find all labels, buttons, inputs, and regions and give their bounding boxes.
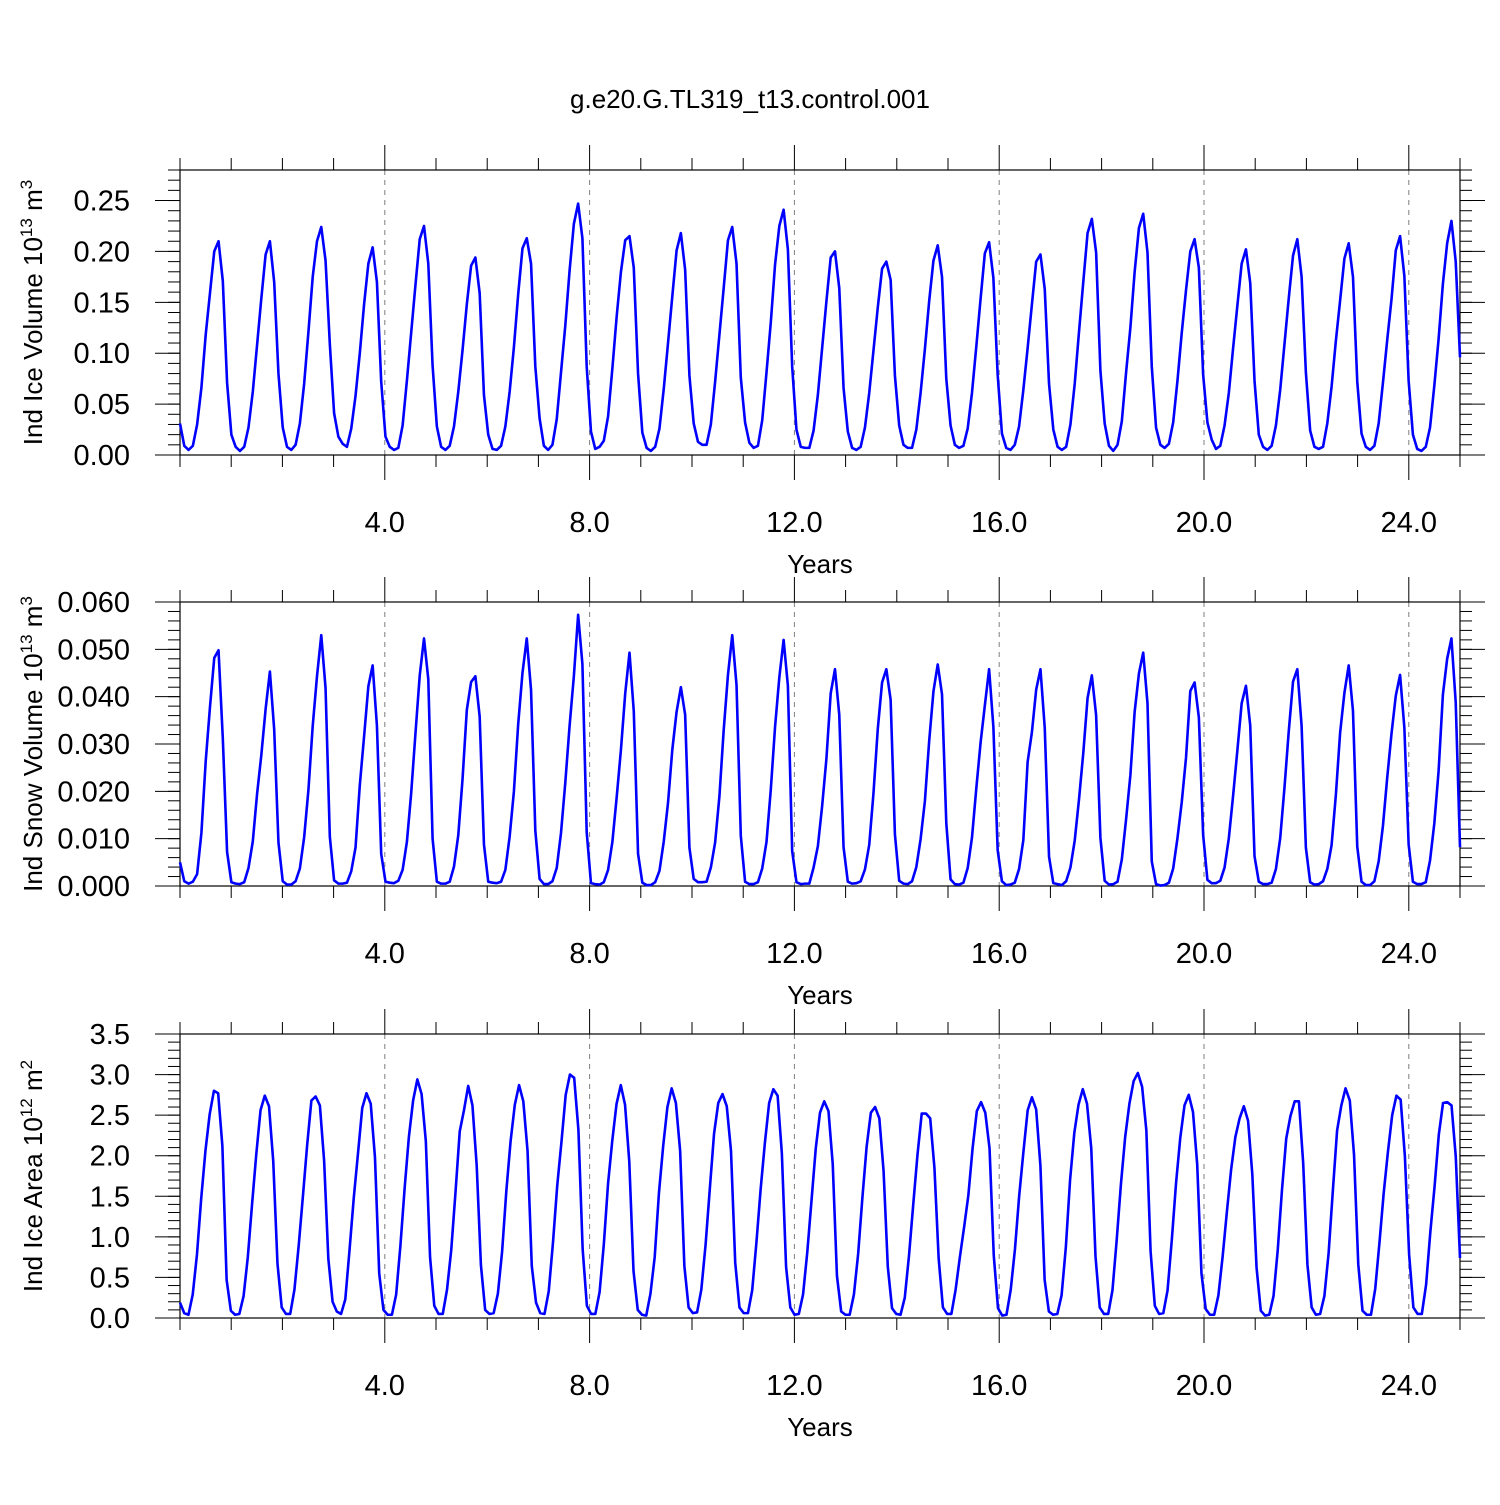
y-tick-label: 2.5 — [90, 1100, 130, 1132]
y-tick-label: 0.040 — [57, 682, 130, 714]
y-axis-label-unit-exponent: 3 — [17, 596, 36, 605]
x-tick-label: 16.0 — [971, 938, 1027, 970]
y-tick-label: 0.15 — [74, 287, 130, 319]
x-tick-label: 20.0 — [1176, 1370, 1232, 1402]
y-tick-label: 1.5 — [90, 1181, 130, 1213]
x-tick-label: 4.0 — [365, 938, 405, 970]
plot-frame — [179, 1033, 1461, 1319]
y-axis-label-text: Ind Ice Volume 10 — [18, 237, 48, 445]
y-axis-label-exponent: 13 — [17, 634, 36, 653]
y-axis-label-unit: m — [18, 606, 48, 635]
chart-panel-1: 4.0 8.0 12.0 16.0 20.0 24.0 0.00 0.05 0.10 0.15 0.… — [17, 145, 1485, 579]
y-tick-label: 0.00 — [74, 440, 130, 472]
x-axis-label: Years — [787, 980, 853, 1010]
y-axis-label: Ind Ice Area 1012 m2 — [17, 1060, 48, 1292]
y-axis-label-unit-exponent: 2 — [17, 1060, 36, 1069]
x-tick-label: 24.0 — [1381, 507, 1437, 539]
y-tick-label: 0.20 — [74, 236, 130, 268]
y-axis-label-exponent: 12 — [17, 1098, 36, 1117]
y-tick-label: 0.060 — [57, 587, 130, 619]
y-tick-label: 3.5 — [90, 1019, 130, 1051]
y-axis-label-exponent: 13 — [17, 218, 36, 237]
x-tick-label: 20.0 — [1176, 507, 1232, 539]
x-tick-label: 8.0 — [569, 507, 609, 539]
x-tick-label: 24.0 — [1381, 938, 1437, 970]
series-line — [178, 202, 1462, 453]
y-axis-label-unit: m — [18, 1069, 48, 1098]
y-tick-label: 0.0 — [90, 1303, 130, 1335]
y-axis-label-text: Ind Ice Area 10 — [18, 1117, 48, 1292]
chart-panel-3: 4.0 8.0 12.0 16.0 20.0 24.0 0.0 0.5 1.0 1.5 2.0 2.5… — [17, 1009, 1485, 1442]
x-tick-label: 20.0 — [1176, 938, 1232, 970]
y-tick-label: 0.030 — [57, 729, 130, 761]
series-line — [178, 613, 1462, 887]
y-tick-label: 0.05 — [74, 389, 130, 421]
y-tick-label: 0.25 — [74, 186, 130, 218]
y-tick-label: 0.020 — [57, 776, 130, 808]
x-axis-label: Years — [787, 549, 853, 579]
y-tick-label: 0.5 — [90, 1262, 130, 1294]
figure-title: g.e20.G.TL319_t13.control.001 — [570, 84, 930, 114]
x-tick-label: 8.0 — [569, 1370, 609, 1402]
y-axis-label: Ind Snow Volume 1013 m3 — [17, 596, 48, 892]
x-tick-label: 4.0 — [365, 507, 405, 539]
y-tick-label: 0.010 — [57, 824, 130, 856]
y-tick-label: 0.050 — [57, 634, 130, 666]
x-tick-label: 24.0 — [1381, 1370, 1437, 1402]
y-tick-label: 1.0 — [90, 1222, 130, 1254]
y-tick-label: 0.10 — [74, 338, 130, 370]
x-tick-label: 12.0 — [766, 938, 822, 970]
y-tick-label: 2.0 — [90, 1141, 130, 1173]
y-axis-label-text: Ind Snow Volume 10 — [18, 653, 48, 892]
x-tick-label: 8.0 — [569, 938, 609, 970]
x-tick-label: 4.0 — [365, 1370, 405, 1402]
x-axis-label: Years — [787, 1412, 853, 1442]
y-tick-label: 0.000 — [57, 871, 130, 903]
y-axis-label-unit-exponent: 3 — [17, 180, 36, 189]
y-tick-label: 3.0 — [90, 1060, 130, 1092]
x-tick-label: 12.0 — [766, 1370, 822, 1402]
y-axis-label: Ind Ice Volume 1013 m3 — [17, 180, 48, 445]
series-line — [178, 1071, 1462, 1317]
x-tick-label: 16.0 — [971, 507, 1027, 539]
chart-panel-2: 4.0 8.0 12.0 16.0 20.0 24.0 0.000 0.010 0.020 0.0… — [17, 577, 1485, 1010]
x-tick-label: 12.0 — [766, 507, 822, 539]
y-axis-label-unit: m — [18, 189, 48, 218]
x-tick-label: 16.0 — [971, 1370, 1027, 1402]
